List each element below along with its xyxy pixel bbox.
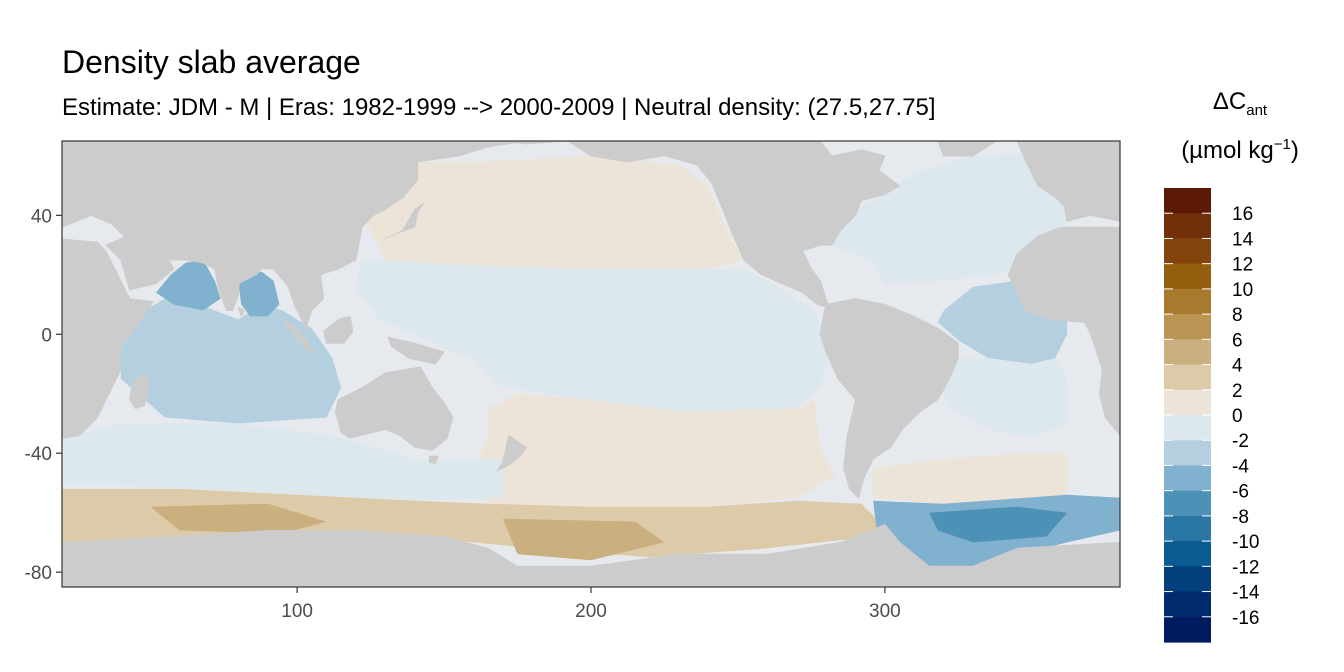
legend-swatch-17 [1164,616,1211,643]
legend-label-2: 12 [1232,255,1253,276]
legend-swatch-1 [1164,213,1211,240]
land-india [202,256,263,311]
y-tick-label-3: -80 [25,563,52,584]
legend-unit-close: ) [1290,137,1299,164]
legend-label-5: 6 [1232,330,1243,351]
legend-label-1: 14 [1232,229,1254,250]
region-15 [929,506,1068,543]
land-australia [334,366,454,451]
x-tick-label-0: 100 [281,601,313,622]
region-8 [473,393,835,507]
region-10 [873,453,1068,504]
land-north-america [567,141,901,308]
land-greenland [937,141,998,157]
legend-label-9: -2 [1232,431,1249,452]
chart-title: Density slab average [62,44,361,80]
y-tick-label-0: 40 [31,206,52,227]
legend-label-14: -12 [1232,557,1259,578]
legend-title-sub: ant [1246,101,1268,119]
land-sri-lanka [237,307,245,317]
land-sumatra [281,318,316,353]
land-south-america [819,298,959,499]
legend-swatch-11 [1164,465,1211,492]
legend-swatch-6 [1164,339,1211,366]
region-12 [150,503,327,534]
legend-swatch-0 [1164,188,1211,214]
legend-label-11: -6 [1232,482,1249,503]
legend-colorbar: 16 14 12 10 8 6 4 2 0 -2 -4 -6 -8 -10 -12 -14 -16 [1164,188,1260,643]
region-9 [62,423,503,501]
region-13 [502,518,665,561]
land-africa [1007,226,1120,436]
legend-title-main: ΔC [1212,88,1247,115]
land-africa-east [62,238,154,439]
legend-swatch-14 [1164,541,1211,567]
x-tick-label-2: 300 [869,601,901,622]
map-regions [62,149,1120,567]
region-1 [832,149,1076,284]
chart-subtitle: Estimate: JDM - M | Eras: 1982-1999 --> … [62,94,936,121]
legend-label-3: 10 [1232,280,1253,301]
legend-swatch-8 [1164,389,1211,416]
legend-swatch-10 [1164,440,1211,467]
region-2 [355,259,832,412]
region-5 [120,298,342,424]
land-new-guinea [387,336,445,365]
land-arctic [502,141,568,145]
legend-swatch-9 [1164,415,1211,441]
legend-label-6: 4 [1232,356,1243,377]
legend-unit-sup: −1 [1273,136,1291,153]
legend-label-16: -16 [1232,608,1259,629]
legend-label-13: -10 [1232,532,1259,553]
legend-label-4: 8 [1232,305,1243,326]
land-tasmania [428,455,439,465]
legend-swatch-2 [1164,238,1211,265]
region-7 [238,271,280,317]
legend-swatch-3 [1164,263,1211,290]
legend-label-8: 0 [1232,406,1243,427]
legend-swatch-4 [1164,288,1211,315]
legend-label-10: -4 [1232,456,1249,477]
legend-swatch-16 [1164,591,1211,618]
region-6 [156,259,221,311]
legend-swatch-12 [1164,490,1211,517]
land-europe-west [1016,141,1120,222]
land-arabia [105,235,175,291]
legend-unit-main: (µmol kg [1181,137,1274,164]
legend-swatch-5 [1164,314,1211,340]
region-4 [937,358,1068,439]
legend-label-0: 16 [1232,204,1253,225]
region-0 [355,155,744,269]
legend-swatch-7 [1164,364,1211,391]
land-japan [384,202,424,240]
land-madagascar [129,372,151,410]
y-tick-label-2: -40 [25,444,52,465]
land-borneo [323,315,354,344]
land-new-zealand [496,434,527,472]
x-tick-label-1: 200 [575,601,607,622]
legend-title: ΔCant [1160,88,1320,119]
legend-swatch-13 [1164,515,1211,542]
legend-swatch-15 [1164,566,1211,593]
map-land [62,141,1120,587]
legend-label-15: -14 [1232,583,1260,604]
land-antarctica [62,524,1120,587]
y-tick-label-1: 0 [41,325,52,346]
legend-label-12: -8 [1232,507,1249,528]
legend-unit: (µmol kg−1) [1160,136,1320,165]
legend-label-7: 2 [1232,381,1243,402]
